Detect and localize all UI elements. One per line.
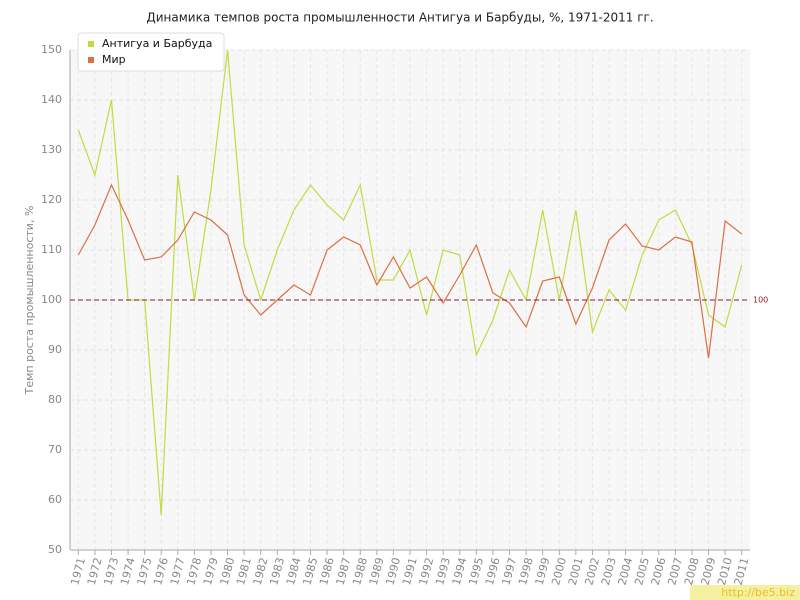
series-line (77, 183, 743, 359)
y-tick-label: 120 (41, 193, 62, 206)
y-tick-label: 60 (48, 493, 62, 506)
legend-swatch (88, 41, 94, 47)
y-tick-label: 50 (48, 543, 62, 556)
reference-label: 100 (753, 296, 768, 305)
legend: Антигуа и Барбуда Мир (77, 32, 225, 72)
x-tick-label: 2011 (732, 556, 752, 586)
y-tick-label: 90 (48, 343, 62, 356)
y-tick-label: 100 (41, 293, 62, 306)
y-tick-label: 80 (48, 393, 62, 406)
watermark: http://be5.biz (721, 586, 795, 599)
legend-box (77, 32, 225, 72)
legend-swatch (88, 57, 94, 63)
watermark-bg (690, 585, 800, 600)
chart-title: Динамика темпов роста промышленности Ант… (146, 11, 653, 25)
legend-label: Антигуа и Барбуда (102, 37, 212, 50)
y-axis-label: Темп роста промышленности, % (23, 206, 36, 396)
y-tick-label: 140 (41, 93, 62, 106)
series-line (77, 49, 743, 516)
y-tick-label: 110 (41, 243, 62, 256)
legend-label: Мир (102, 53, 126, 66)
y-tick-label: 150 (41, 43, 62, 56)
y-tick-label: 130 (41, 143, 62, 156)
y-tick-label: 70 (48, 443, 62, 456)
